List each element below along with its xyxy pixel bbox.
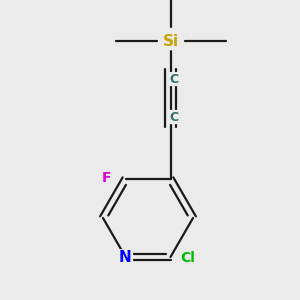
Text: N: N — [119, 250, 132, 266]
Text: C: C — [169, 73, 179, 85]
Text: Si: Si — [162, 34, 178, 49]
Text: F: F — [102, 171, 111, 185]
Text: C: C — [169, 110, 179, 124]
Text: Cl: Cl — [181, 250, 195, 265]
